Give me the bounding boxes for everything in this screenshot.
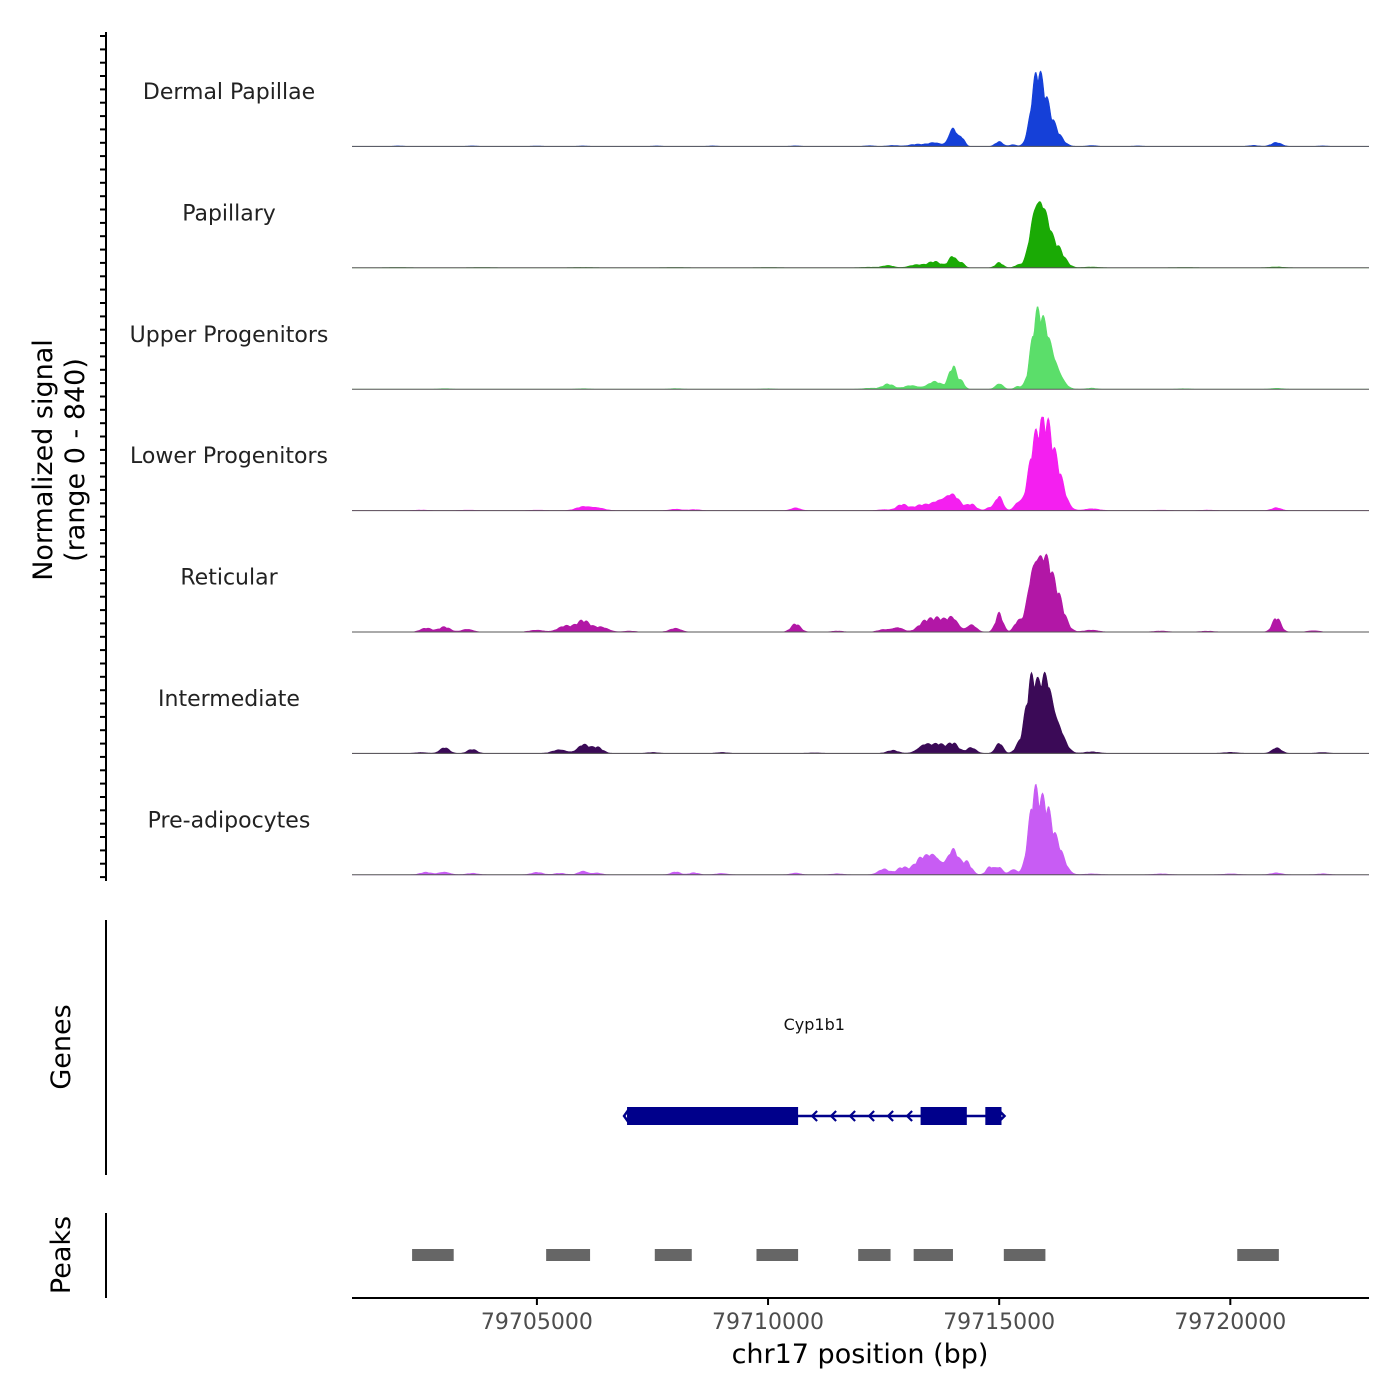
coverage-axis-ticks bbox=[100, 35, 106, 879]
coverage-area bbox=[352, 201, 1369, 269]
track-papillary: Papillary bbox=[182, 201, 1369, 269]
gene-start-cap bbox=[622, 1108, 631, 1124]
coverage-area bbox=[352, 671, 1369, 754]
track-label: Dermal Papillae bbox=[143, 80, 315, 105]
track-lower-progenitors: Lower Progenitors bbox=[130, 416, 1369, 512]
strand-arrow bbox=[905, 1110, 913, 1122]
strand-arrow bbox=[886, 1110, 894, 1122]
coverage-axis: Normalized signal (range 0 - 840) bbox=[28, 32, 107, 881]
track-label: Lower Progenitors bbox=[130, 444, 328, 469]
strand-arrow bbox=[810, 1110, 818, 1122]
x-axis-ticks: 79705000 79710000 79715000 79720000 bbox=[481, 1298, 1286, 1335]
gene-end-cap bbox=[996, 1108, 1007, 1124]
gene-exon bbox=[920, 1107, 967, 1125]
peak-region bbox=[858, 1249, 891, 1261]
peak-region bbox=[412, 1249, 454, 1261]
coverage-area bbox=[352, 416, 1369, 511]
peak-region bbox=[1237, 1249, 1279, 1261]
peak-regions bbox=[412, 1249, 1279, 1261]
track-intermediate: Intermediate bbox=[158, 671, 1369, 754]
peak-region bbox=[654, 1249, 692, 1261]
track-label: Pre-adipocytes bbox=[148, 808, 311, 833]
coverage-area bbox=[352, 70, 1369, 147]
genes-panel: Genes Cyp1b1 bbox=[46, 920, 1007, 1175]
y-axis-title-line1: Normalized signal bbox=[28, 339, 59, 581]
track-label: Upper Progenitors bbox=[130, 323, 329, 348]
peaks-panel: Peaks bbox=[46, 1213, 1279, 1298]
genes-axis-title: Genes bbox=[46, 1004, 77, 1089]
strand-arrow bbox=[829, 1110, 837, 1122]
gene-models: Cyp1b1 bbox=[622, 1015, 1007, 1125]
track-label: Intermediate bbox=[158, 687, 300, 712]
track-reticular: Reticular bbox=[180, 553, 1369, 633]
strand-arrow bbox=[867, 1110, 875, 1122]
track-dermal-papillae: Dermal Papillae bbox=[143, 70, 1369, 147]
track-upper-progenitors: Upper Progenitors bbox=[130, 306, 1369, 390]
track-pre-adipocytes: Pre-adipocytes bbox=[148, 783, 1369, 876]
coverage-area bbox=[352, 306, 1369, 390]
x-tick-label: 79720000 bbox=[1174, 1310, 1286, 1335]
track-label: Papillary bbox=[182, 201, 276, 226]
peak-region bbox=[756, 1249, 799, 1261]
coverage-tracks: Dermal Papillae Papillary Upper Progenitor… bbox=[130, 70, 1369, 876]
gene-cyp1b1: Cyp1b1 bbox=[622, 1015, 1007, 1125]
peak-region bbox=[1003, 1249, 1046, 1261]
x-tick-label: 79705000 bbox=[481, 1310, 593, 1335]
track-label: Reticular bbox=[180, 566, 278, 591]
coverage-area bbox=[352, 783, 1369, 876]
coverage-area bbox=[352, 553, 1369, 633]
gene-name-label: Cyp1b1 bbox=[784, 1015, 845, 1034]
peaks-axis-title: Peaks bbox=[46, 1216, 77, 1294]
x-tick-label: 79715000 bbox=[943, 1310, 1055, 1335]
strand-arrow bbox=[848, 1110, 856, 1122]
gene-exon bbox=[985, 1107, 1002, 1125]
peak-region bbox=[546, 1249, 591, 1261]
x-axis: 79705000 79710000 79715000 79720000 chr17 p… bbox=[352, 1297, 1369, 1370]
y-axis-title-line2: (range 0 - 840) bbox=[60, 358, 91, 562]
peak-region bbox=[913, 1249, 953, 1261]
x-tick-label: 79710000 bbox=[712, 1310, 824, 1335]
x-axis-title: chr17 position (bp) bbox=[732, 1339, 989, 1370]
gene-exon bbox=[627, 1107, 799, 1125]
